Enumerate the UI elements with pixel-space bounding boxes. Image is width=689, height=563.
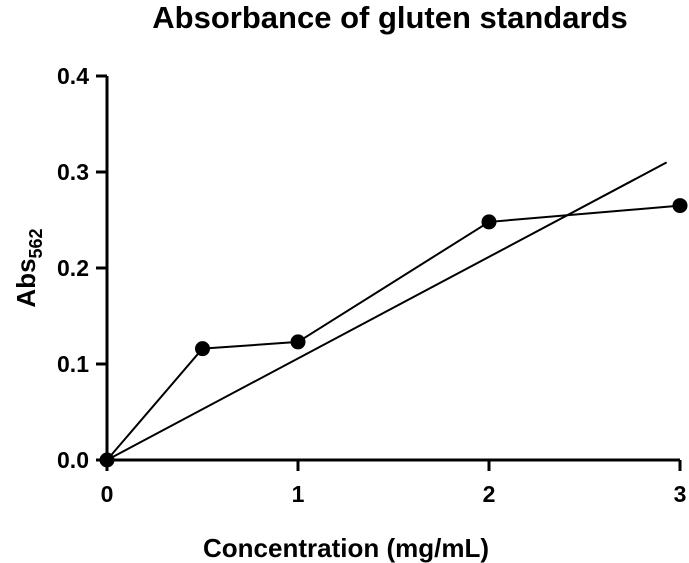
x-ticks: 0 1 2 3	[101, 460, 687, 507]
y-tick-label: 0.0	[57, 447, 89, 473]
data-point	[672, 198, 688, 214]
y-axis-label-subscript: 562	[26, 228, 46, 258]
y-tick-label: 0.2	[57, 255, 89, 281]
x-tick-label: 0	[101, 481, 114, 507]
y-ticks: 0.0 0.1 0.2 0.3 0.4	[57, 63, 107, 473]
data-point	[99, 452, 115, 468]
data-point	[290, 334, 306, 350]
series-connecting-line	[106, 204, 681, 461]
y-axis-label: Abs562	[11, 228, 46, 307]
y-tick-label: 0.4	[57, 63, 89, 89]
linear-fit-line	[106, 161, 668, 461]
y-axis-label-main: Abs	[11, 258, 41, 307]
x-tick-label: 1	[292, 481, 305, 507]
fit-line-group	[106, 161, 668, 461]
y-tick-label: 0.3	[57, 159, 89, 185]
data-point	[481, 214, 497, 230]
y-tick-label: 0.1	[57, 351, 89, 377]
x-tick-label: 2	[483, 481, 496, 507]
x-axis-label: Concentration (mg/mL)	[203, 533, 489, 563]
axes	[105, 76, 680, 462]
series-group	[99, 198, 688, 468]
x-tick-label: 3	[674, 481, 687, 507]
data-point	[195, 341, 210, 357]
chart-title: Absorbance of gluten standards	[152, 0, 627, 35]
